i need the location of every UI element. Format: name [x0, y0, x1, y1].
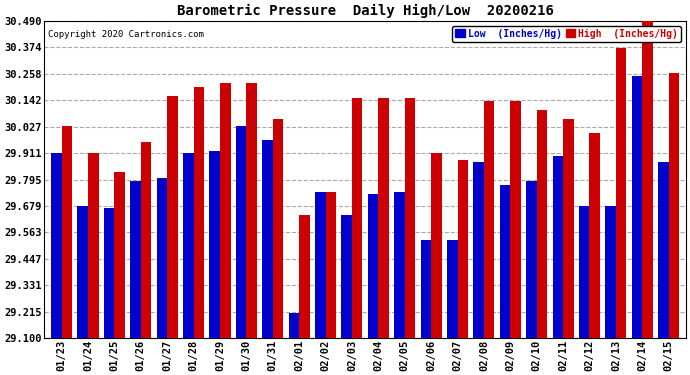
Bar — [77, 206, 88, 338]
Bar — [500, 185, 511, 338]
Bar — [457, 160, 468, 338]
Bar — [405, 99, 415, 338]
Bar — [167, 96, 178, 338]
Bar — [236, 126, 246, 338]
Bar — [141, 142, 151, 338]
Text: Copyright 2020 Cartronics.com: Copyright 2020 Cartronics.com — [48, 30, 204, 39]
Title: Barometric Pressure  Daily High/Low  20200216: Barometric Pressure Daily High/Low 20200… — [177, 4, 553, 18]
Bar — [220, 82, 230, 338]
Bar — [616, 48, 627, 338]
Bar — [61, 126, 72, 338]
Bar — [563, 119, 573, 338]
Bar — [431, 153, 442, 338]
Legend: Low  (Inches/Hg), High  (Inches/Hg): Low (Inches/Hg), High (Inches/Hg) — [452, 26, 681, 42]
Bar — [589, 133, 600, 338]
Bar — [183, 153, 194, 338]
Bar — [51, 153, 61, 338]
Bar — [342, 215, 352, 338]
Bar — [246, 82, 257, 338]
Bar — [394, 192, 405, 338]
Bar — [88, 153, 99, 338]
Bar — [157, 178, 167, 338]
Bar — [605, 206, 616, 338]
Bar — [262, 140, 273, 338]
Bar — [378, 99, 389, 338]
Bar — [511, 101, 521, 338]
Bar — [553, 156, 563, 338]
Bar — [421, 240, 431, 338]
Bar — [115, 171, 125, 338]
Bar — [299, 215, 310, 338]
Bar — [632, 76, 642, 338]
Bar — [537, 110, 547, 338]
Bar — [352, 99, 362, 338]
Bar — [194, 87, 204, 338]
Bar — [669, 74, 679, 338]
Bar — [209, 151, 220, 338]
Bar — [326, 192, 336, 338]
Bar — [484, 101, 495, 338]
Bar — [315, 192, 326, 338]
Bar — [473, 162, 484, 338]
Bar — [447, 240, 457, 338]
Bar — [579, 206, 589, 338]
Bar — [368, 194, 378, 338]
Bar — [288, 313, 299, 338]
Bar — [526, 181, 537, 338]
Bar — [642, 21, 653, 338]
Bar — [658, 162, 669, 338]
Bar — [130, 181, 141, 338]
Bar — [104, 208, 115, 338]
Bar — [273, 119, 284, 338]
